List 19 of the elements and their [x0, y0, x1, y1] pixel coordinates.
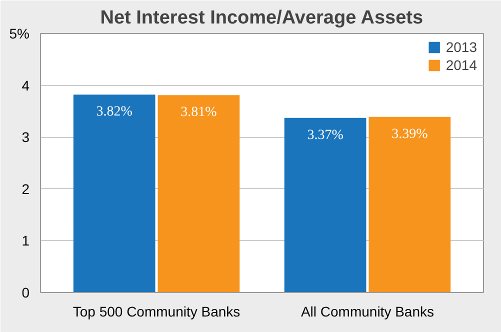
y-tick-label: 5%	[9, 26, 30, 42]
legend-label: 2014	[446, 57, 477, 73]
chart-title: Net Interest Income/Average Assets	[100, 8, 424, 28]
bar	[368, 116, 451, 292]
y-tick-label: 3	[22, 129, 30, 146]
bar	[73, 94, 156, 292]
y-tick-label: 4	[22, 77, 30, 94]
bar	[284, 118, 366, 292]
data-label: 3.37%	[307, 128, 344, 143]
data-label: 3.39%	[392, 126, 428, 142]
x-tick-label: All Community Banks	[300, 304, 434, 320]
legend-label: 2013	[446, 39, 477, 55]
y-tick-label: 0	[22, 284, 30, 300]
bar	[158, 95, 240, 292]
data-label: 3.81%	[180, 105, 218, 120]
x-tick-label: Top 500 Community Banks	[72, 304, 240, 320]
data-label: 3.82%	[96, 104, 133, 120]
y-tick-label: 2	[22, 180, 30, 197]
y-tick-label: 1	[22, 232, 30, 249]
